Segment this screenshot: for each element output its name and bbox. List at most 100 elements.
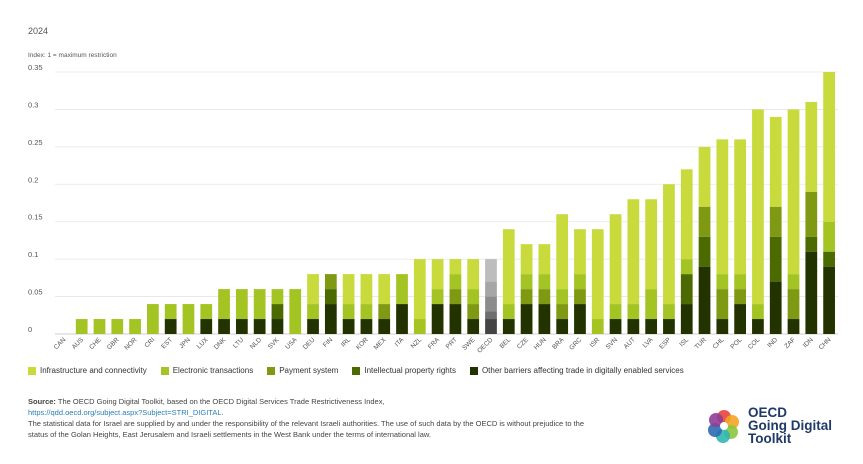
bar-segment (485, 319, 497, 334)
bar-segment (556, 289, 569, 305)
y-tick-label: 0.35 (28, 63, 43, 72)
bar-segment (680, 259, 693, 275)
y-tick-label: 0.25 (28, 138, 43, 147)
x-tick-label: ISR (589, 336, 602, 349)
bar-segment (698, 146, 711, 207)
bar-segment (609, 319, 622, 334)
x-tick-label: IDN (802, 336, 815, 349)
bar-segment (75, 319, 88, 334)
bar-segment (769, 116, 782, 207)
y-tick-label: 0.2 (28, 175, 38, 184)
bar-segment (716, 319, 729, 334)
bar-segment (538, 244, 551, 275)
x-tick-label: NZL (410, 336, 424, 350)
x-tick-label: DNK (213, 336, 228, 351)
bar-segment (396, 274, 408, 305)
x-tick-label: EST (160, 336, 174, 350)
legend-label: Electronic transactions (172, 366, 254, 375)
bar-segment (627, 304, 640, 320)
x-tick-label: DEU (302, 336, 317, 351)
bar-segment (378, 274, 391, 305)
legend-item-infrastructure: Infrastructure and connectivity (28, 366, 147, 375)
source-link[interactable]: https://qdd.oecd.org/subject.aspx?Subjec… (28, 408, 224, 417)
x-tick-label: SVK (267, 336, 282, 351)
bars (75, 72, 835, 334)
bar-segment (360, 304, 373, 320)
bar-segment (556, 319, 569, 334)
bar-segment (431, 259, 444, 290)
x-tick-label: NOR (123, 336, 138, 351)
legend-swatch (352, 366, 361, 375)
bar-segment (182, 304, 195, 334)
bar-segment (787, 274, 800, 290)
x-tick-label: ITA (394, 336, 406, 348)
bar-segment (342, 274, 355, 305)
legend-swatch (160, 366, 169, 375)
legend: Infrastructure and connectivity Electron… (28, 366, 684, 375)
x-tick-label: ZAF (783, 336, 797, 350)
x-tick-label: LVA (642, 336, 655, 349)
bar-segment (111, 319, 124, 334)
bar-segment (734, 289, 746, 305)
bar-segment (449, 259, 462, 275)
bar-segment (467, 289, 480, 305)
bar-segment (485, 259, 497, 282)
x-tick-label: GBR (106, 336, 121, 351)
bar-segment (716, 139, 729, 275)
legend-swatch (267, 366, 276, 375)
y-tick-label: 0 (28, 325, 32, 334)
bar-segment (520, 289, 533, 305)
bar-segment (200, 304, 213, 320)
legend-label: Payment system (279, 366, 339, 375)
legend-item-payment-system: Payment system (267, 366, 338, 375)
x-tick-label: FIN (322, 336, 335, 349)
legend-item-other-barriers: Other barriers affecting trade in digita… (469, 366, 684, 375)
bar-segment (805, 101, 818, 192)
bar-segment (556, 214, 569, 290)
bar-segment (218, 289, 230, 320)
stacked-bar-chart: 00.050.10.150.20.250.30.35 CAN AUS CHE GBR N… (28, 63, 838, 355)
x-tick-label: FRA (427, 336, 442, 351)
bar-segment (609, 304, 622, 320)
x-tick-label: CHE (88, 336, 103, 351)
bar-segment (769, 236, 782, 282)
bar-segment (734, 139, 746, 275)
bar-segment (680, 304, 693, 334)
legend-label: Intellectual property rights (364, 366, 456, 375)
x-tick-label: LUX (196, 336, 210, 350)
bar-segment (467, 319, 480, 334)
oecd-logo: OECD Going Digital Toolkit (706, 406, 832, 445)
bar-segment (271, 319, 284, 334)
bar-segment (502, 304, 515, 320)
bar-segment (485, 311, 497, 320)
bar-segment (805, 191, 818, 237)
chart-year: 2024 (28, 26, 49, 36)
bar-segment (396, 304, 408, 334)
x-tick-label: OECD (476, 336, 494, 354)
bar-segment (360, 319, 373, 334)
x-tick-label: CHN (818, 336, 833, 351)
bar-segment (129, 319, 141, 334)
x-tick-label: TUR (694, 336, 709, 351)
bar-segment (431, 289, 444, 305)
logo-text: OECD Going Digital Toolkit (748, 406, 832, 446)
bar-segment (342, 304, 355, 320)
bar-segment (698, 266, 711, 334)
bar-segment (289, 289, 302, 334)
y-tick-label: 0.05 (28, 288, 43, 297)
legend-item-electronic-transactions: Electronic transactions (160, 366, 254, 375)
x-tick-label: BEL (499, 336, 513, 350)
bar-segment (467, 304, 480, 320)
bar-segment (502, 229, 515, 305)
bar-segment (485, 296, 497, 312)
legend-label: Other barriers affecting trade in digita… (481, 366, 684, 375)
bar-segment (680, 274, 693, 305)
bar-segment (698, 236, 711, 267)
x-tick-label: AUS (71, 336, 86, 351)
x-tick-label: GRC (568, 336, 583, 351)
x-tick-label: ESP (658, 336, 672, 350)
x-tick-label: ISL (678, 336, 690, 348)
x-tick-label: HUN (533, 336, 548, 351)
x-tick-label: NLD (249, 336, 263, 350)
logo-line-3: Toolkit (748, 431, 792, 446)
